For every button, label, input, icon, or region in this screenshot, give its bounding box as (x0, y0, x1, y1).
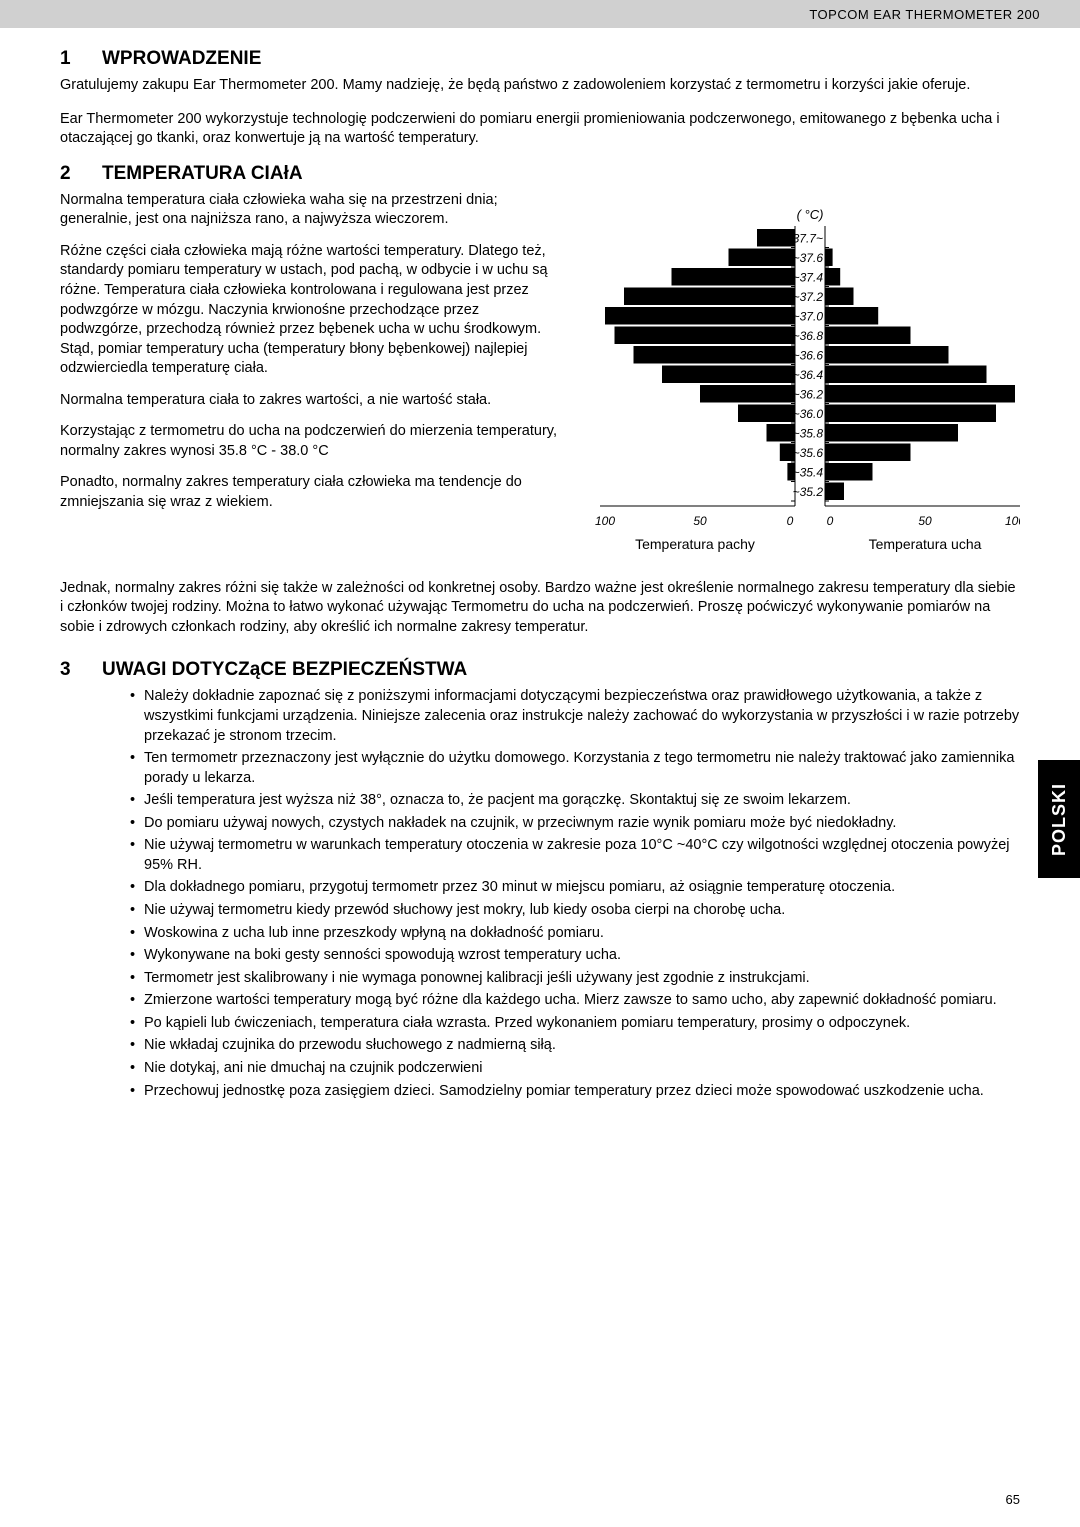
chart-right-label: Temperatura ucha (869, 536, 982, 552)
s2-p3: Normalna temperatura ciała to zakres war… (60, 391, 560, 411)
y-tick-label: ~37.6 (793, 251, 824, 265)
section-2-number: 2 (60, 163, 74, 185)
safety-item: Jeśli temperatura jest wyższa niż 38°, o… (130, 791, 1020, 811)
safety-item: Nie wkładaj czujnika do przewodu słuchow… (130, 1036, 1020, 1056)
y-tick-label: ~35.4 (793, 465, 824, 479)
chart-svg: ( °C) 37.7~ ~37.6 ~37.4 ~37.2 ~37.0 ~36.8 ~36.… (580, 201, 1020, 561)
safety-item: Termometr jest skalibrowany i nie wymaga… (130, 969, 1020, 989)
safety-item: Do pomiaru używaj nowych, czystych nakła… (130, 814, 1020, 834)
section-2-text: Normalna temperatura ciała człowieka wah… (60, 191, 560, 561)
s1-p2: Ear Thermometer 200 wykorzystuje technol… (60, 110, 1020, 149)
chart-left-label: Temperatura pachy (635, 536, 755, 552)
chart-unit: ( °C) (797, 207, 824, 222)
x-tick-label: 50 (918, 514, 932, 528)
x-tick-label: 0 (787, 514, 794, 528)
y-tick-label: ~36.2 (793, 387, 824, 401)
safety-item: Nie używaj termometru w warunkach temper… (130, 836, 1020, 875)
x-tick-label: 100 (595, 514, 615, 528)
x-tick-label: 0 (827, 514, 834, 528)
s2-p4: Korzystając z termometru do ucha na podc… (60, 422, 560, 461)
safety-list: Należy dokładnie zapoznać się z poniższy… (130, 687, 1020, 1101)
y-tick-label: ~37.4 (793, 270, 824, 284)
y-tick-label: ~36.4 (793, 368, 824, 382)
section-3-heading: 3 UWAGI DOTYCZąCE BEZPIECZEŃSTWA (60, 659, 1020, 681)
y-tick-label: ~35.6 (793, 446, 824, 460)
s2-p6: Jednak, normalny zakres różni się także … (60, 579, 1020, 638)
language-tab: POLSKI (1038, 760, 1080, 878)
y-tick-label: ~37.2 (793, 290, 824, 304)
safety-item: Zmierzone wartości temperatury mogą być … (130, 991, 1020, 1011)
safety-item: Ten termometr przeznaczony jest wyłączni… (130, 749, 1020, 788)
section-3-title: UWAGI DOTYCZąCE BEZPIECZEŃSTWA (102, 659, 467, 681)
safety-item: Wykonywane na boki gesty senności spowod… (130, 946, 1020, 966)
safety-item: Należy dokładnie zapoznać się z poniższy… (130, 687, 1020, 746)
y-tick-label: ~37.0 (793, 309, 824, 323)
y-tick-label: ~36.0 (793, 407, 824, 421)
x-tick-label: 100 (1005, 514, 1020, 528)
section-2-title: TEMPERATURA CIAłA (102, 163, 303, 185)
y-tick-label: ~35.2 (793, 485, 824, 499)
page-number: 65 (1006, 1492, 1020, 1507)
safety-item: Przechowuj jednostkę poza zasięgiem dzie… (130, 1082, 1020, 1102)
safety-item: Nie dotykaj, ani nie dmuchaj na czujnik … (130, 1059, 1020, 1079)
section-2-heading: 2 TEMPERATURA CIAłA (60, 163, 1020, 185)
section-1-title: WPROWADZENIE (102, 48, 261, 70)
y-tick-label: ~36.8 (793, 329, 824, 343)
s1-p1: Gratulujemy zakupu Ear Thermometer 200. … (60, 76, 1020, 96)
header-bar: TOPCOM EAR THERMOMETER 200 (0, 0, 1080, 28)
safety-item: Dla dokładnego pomiaru, przygotuj termom… (130, 878, 1020, 898)
section-1-heading: 1 WPROWADZENIE (60, 48, 1020, 70)
safety-item: Po kąpieli lub ćwiczeniach, temperatura … (130, 1014, 1020, 1034)
s2-p1: Normalna temperatura ciała człowieka wah… (60, 191, 560, 230)
safety-item: Woskowina z ucha lub inne przeszkody wpł… (130, 924, 1020, 944)
s2-p5: Ponadto, normalny zakres temperatury cia… (60, 473, 560, 512)
y-tick-label: 37.7~ (793, 231, 823, 245)
y-tick-label: ~35.8 (793, 426, 824, 440)
temperature-chart: ( °C) 37.7~ ~37.6 ~37.4 ~37.2 ~37.0 ~36.8 ~36.… (580, 201, 1020, 561)
section-3-number: 3 (60, 659, 74, 681)
safety-item: Nie używaj termometru kiedy przewód słuc… (130, 901, 1020, 921)
x-tick-label: 50 (693, 514, 707, 528)
product-name: TOPCOM EAR THERMOMETER 200 (809, 7, 1040, 22)
language-label: POLSKI (1049, 782, 1070, 855)
section-2-body: Normalna temperatura ciała człowieka wah… (60, 191, 1020, 561)
s2-p2: Różne części ciała człowieka mają różne … (60, 242, 560, 379)
page-content: 1 WPROWADZENIE Gratulujemy zakupu Ear Th… (0, 28, 1080, 1101)
y-tick-label: ~36.6 (793, 348, 824, 362)
section-1-number: 1 (60, 48, 74, 70)
